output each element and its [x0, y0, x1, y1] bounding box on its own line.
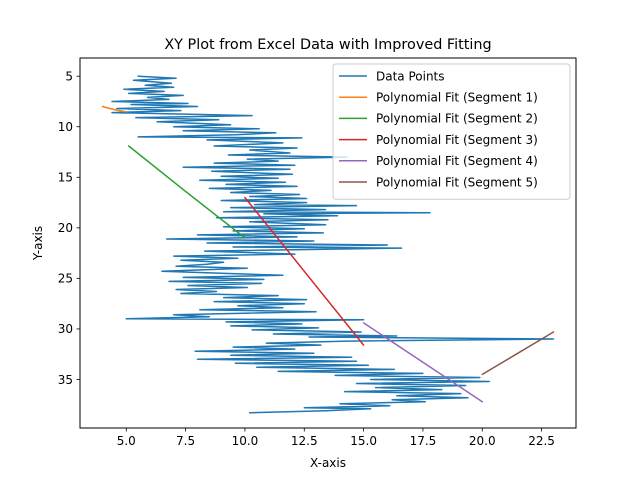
legend-label: Data Points: [376, 69, 445, 83]
y-tick-label: 5: [65, 69, 73, 83]
series-line-fit-segment-4: [362, 322, 484, 403]
legend-label: Polynomial Fit (Segment 2): [376, 112, 538, 126]
y-tick-label: 30: [58, 322, 73, 336]
plot-area: [101, 75, 555, 414]
x-axis-label: X-axis: [310, 456, 346, 470]
legend-label: Polynomial Fit (Segment 1): [376, 91, 538, 105]
series-line-fit-segment-1: [101, 105, 126, 113]
legend-box: [332, 63, 571, 200]
legend: Data Points Polynomial Fit (Segment 1) Pol…: [332, 63, 571, 200]
series-line-fit-segment-5: [481, 331, 555, 376]
chart-title: XY Plot from Excel Data with Improved Fi…: [164, 37, 491, 53]
x-tick-label: 10.0: [232, 434, 259, 448]
x-tick-label: 7.5: [176, 434, 195, 448]
legend-label: Polynomial Fit (Segment 5): [376, 175, 538, 189]
series-line-data-points: [111, 75, 555, 414]
legend-label: Polynomial Fit (Segment 3): [376, 133, 538, 147]
x-tick-label: 15.0: [350, 434, 377, 448]
y-axis-ticks: 5 10 15 20 25 30 35: [58, 69, 80, 387]
y-axis-label: Y-axis: [31, 226, 45, 261]
y-tick-label: 15: [58, 171, 73, 185]
y-tick-label: 25: [58, 272, 73, 286]
y-tick-label: 20: [58, 221, 73, 235]
series-line-fit-segment-2: [127, 145, 246, 239]
axes-frame: [79, 57, 577, 429]
x-axis-ticks: 5.0 7.5 10.0 12.5 15.0 17.5 20.0 22.5: [117, 428, 555, 448]
y-tick-label: 10: [58, 120, 73, 134]
x-tick-label: 12.5: [291, 434, 318, 448]
x-tick-label: 17.5: [410, 434, 437, 448]
y-tick-label: 35: [58, 373, 73, 387]
series-line-fit-segment-3: [244, 196, 365, 346]
x-tick-label: 22.5: [528, 434, 555, 448]
x-tick-label: 5.0: [117, 434, 136, 448]
legend-label: Polynomial Fit (Segment 4): [376, 154, 538, 168]
x-tick-label: 20.0: [469, 434, 496, 448]
